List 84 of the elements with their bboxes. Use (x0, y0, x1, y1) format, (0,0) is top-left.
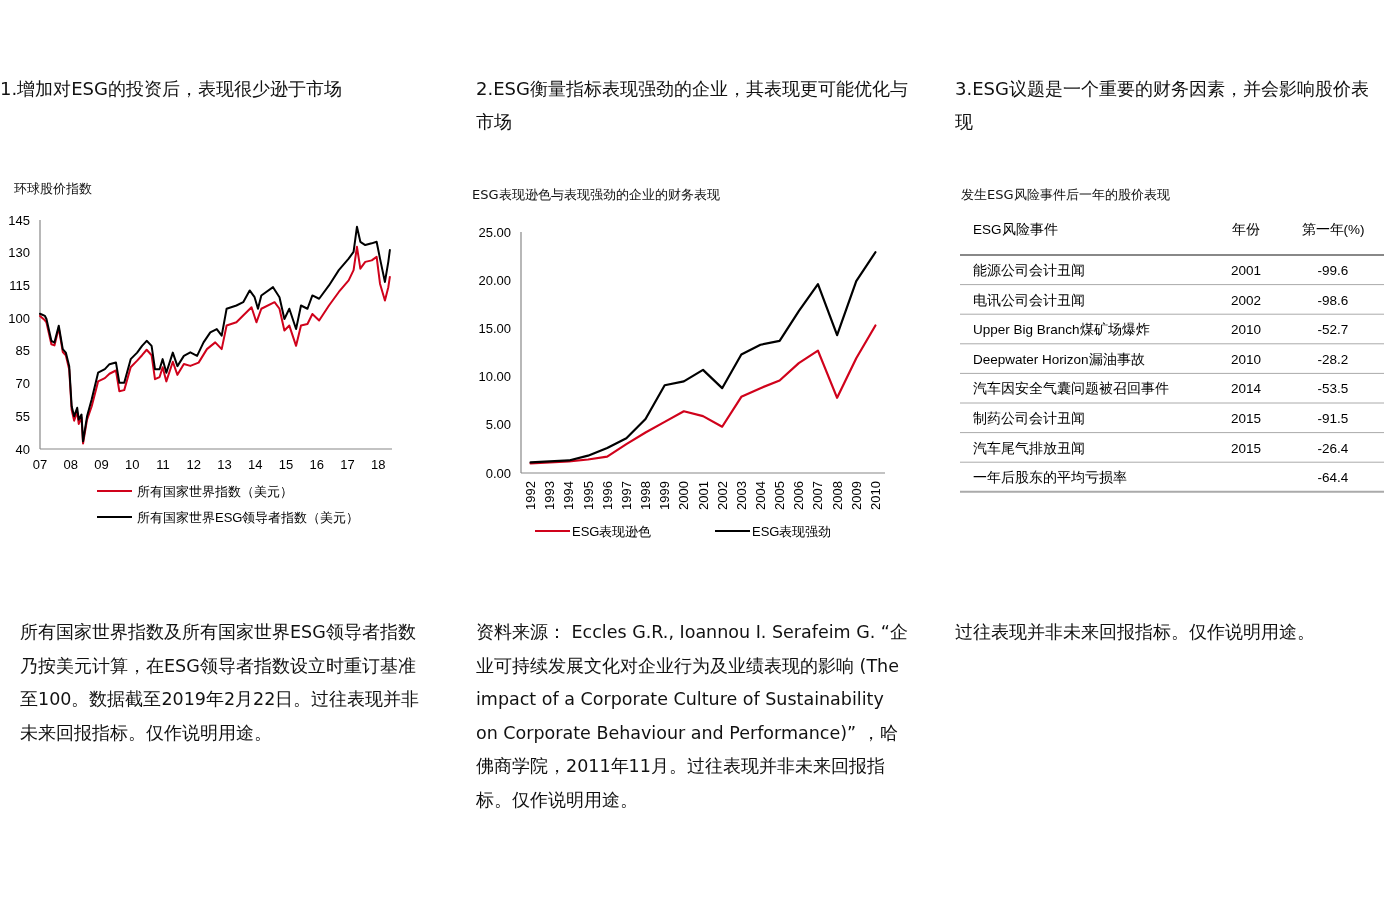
x-tick-label: 14 (247, 457, 263, 472)
x-tick-label: 2002 (714, 481, 730, 510)
x-tick-label: 1992 (523, 481, 539, 510)
x-tick-label: 2009 (848, 481, 864, 510)
x-tick-label: 2010 (867, 481, 883, 510)
x-tick-label: 15 (278, 457, 294, 472)
text: 3.ESG议题是一个重要的财务因素，并会影响股价表现 (955, 77, 1370, 134)
y-tick-label: 40 (15, 441, 30, 457)
x-tick-label: 08 (63, 457, 78, 472)
x-tick-label: 13 (217, 457, 232, 472)
x-tick-label: 1999 (657, 481, 673, 510)
legend-label: ESG表现逊色 (572, 523, 652, 539)
x-tick-label: 1996 (599, 481, 615, 510)
x-tick-label: 1998 (638, 481, 654, 510)
x-tick-label: 2007 (810, 481, 826, 510)
x-tick-label: 2001 (695, 481, 711, 510)
text: 所有国家世界指数及所有国家世界ESG领导者指数乃按美元计算，在ESG领导者指数设立时重订基准至100。数据截至2019年2月22日。过往表现并非未来回报指标。仅作说明用途。 (20, 621, 421, 745)
y-tick-label: 145 (8, 212, 30, 228)
x-tick-label: 1995 (580, 481, 596, 510)
category-label: ESG风险事件 (973, 222, 1058, 237)
text: -52.7 (1317, 322, 1349, 338)
y-tick-label: 130 (8, 245, 30, 261)
y-tick-label: 115 (9, 277, 30, 293)
x-tick-label: 10 (124, 457, 140, 472)
category-label: 能源公司会计丑闻 (973, 263, 1085, 278)
text: 2010 (1230, 322, 1262, 338)
y-tick-label: 85 (15, 343, 30, 359)
text: -26.4 (1317, 440, 1349, 456)
x-tick-label: 2006 (791, 481, 807, 510)
legend-label: 所有国家世界指数（美元） (137, 483, 293, 499)
text: -99.6 (1317, 263, 1349, 278)
text: -91.5 (1317, 411, 1349, 426)
category-label: 汽车因安全气囊问题被召回事件 (973, 381, 1169, 397)
text: -53.5 (1317, 381, 1349, 397)
chart-subtitle: 环球股价指数 (14, 180, 92, 198)
category-label: Upper Big Branch煤矿场爆炸 (973, 322, 1150, 338)
x-tick-label: 2003 (733, 481, 749, 510)
x-tick-label: 2008 (829, 481, 845, 510)
y-tick-label: 100 (8, 310, 30, 326)
x-tick-label: 2004 (753, 481, 769, 510)
text: 2001 (1230, 263, 1262, 278)
text: 2015 (1230, 411, 1262, 426)
text: -64.4 (1317, 470, 1349, 486)
x-tick-label: 1997 (618, 481, 634, 510)
text: -28.2 (1317, 351, 1349, 367)
x-tick-label: 11 (156, 457, 170, 472)
category-label: 电讯公司会计丑闻 (973, 292, 1085, 308)
y-tick-label: 0.00 (485, 465, 511, 481)
y-tick-label: 70 (15, 376, 30, 392)
x-tick-label: 12 (186, 457, 201, 472)
y-tick-label: 15.00 (478, 320, 511, 336)
y-tick-label: 10.00 (478, 369, 511, 385)
category-label: 一年后股东的平均亏损率 (973, 470, 1127, 486)
legend-label: ESG表现强劲 (752, 523, 832, 539)
text: 2002 (1230, 292, 1262, 308)
x-tick-label: 09 (94, 457, 109, 472)
chart-title: 1.增加对ESG的投资后，表现很少逊于市场 (0, 77, 343, 101)
text: 2010 (1230, 351, 1262, 367)
x-tick-label: 2005 (772, 481, 788, 510)
x-tick-label: 1994 (561, 481, 577, 510)
text: 2014 (1230, 381, 1262, 397)
legend-label: 所有国家世界ESG领导者指数（美元） (137, 509, 360, 525)
category-label: Deepwater Horizon漏油事故 (973, 351, 1145, 367)
x-tick-label: 16 (309, 457, 324, 472)
text: 2015 (1230, 440, 1262, 456)
category-label: 制药公司会计丑闻 (973, 411, 1085, 426)
x-tick-label: 17 (340, 457, 355, 472)
x-tick-label: 1993 (542, 481, 558, 510)
y-tick-label: 55 (15, 408, 30, 424)
y-tick-label: 25.00 (478, 224, 511, 240)
chart-subtitle: ESG表现逊色与表现强劲的企业的财务表现 (472, 186, 720, 204)
text: 资料来源： Eccles G.R., Ioannou I. Serafeim G. “企业可持续发展文化对企业行为及业绩表现的影响 (The impact of a Corporate Culture of Sustainability on Corporate Behaviour and Performance)” ，哈佛商学院，2011年11月。过往表现并非未来回报指标。仅作说明用途。 (476, 621, 908, 812)
category-label: 第一年(%) (1301, 222, 1365, 237)
category-label: 年份 (1232, 222, 1260, 237)
x-tick-label: 2000 (676, 481, 692, 510)
x-tick-label: 07 (32, 457, 48, 472)
y-tick-label: 5.00 (485, 417, 511, 433)
text: -98.6 (1317, 292, 1349, 308)
x-tick-label: 18 (370, 457, 386, 472)
chart-title: 2.ESG衡量指标表现强劲的企业，其表现更可能优化与市场 (476, 77, 909, 134)
text: 发生ESG风险事件后一年的股价表现 (961, 186, 1170, 204)
y-tick-label: 20.00 (478, 272, 511, 288)
text: 过往表现并非未来回报指标。仅作说明用途。 (955, 621, 1316, 644)
category-label: 汽车尾气排放丑闻 (973, 440, 1085, 456)
